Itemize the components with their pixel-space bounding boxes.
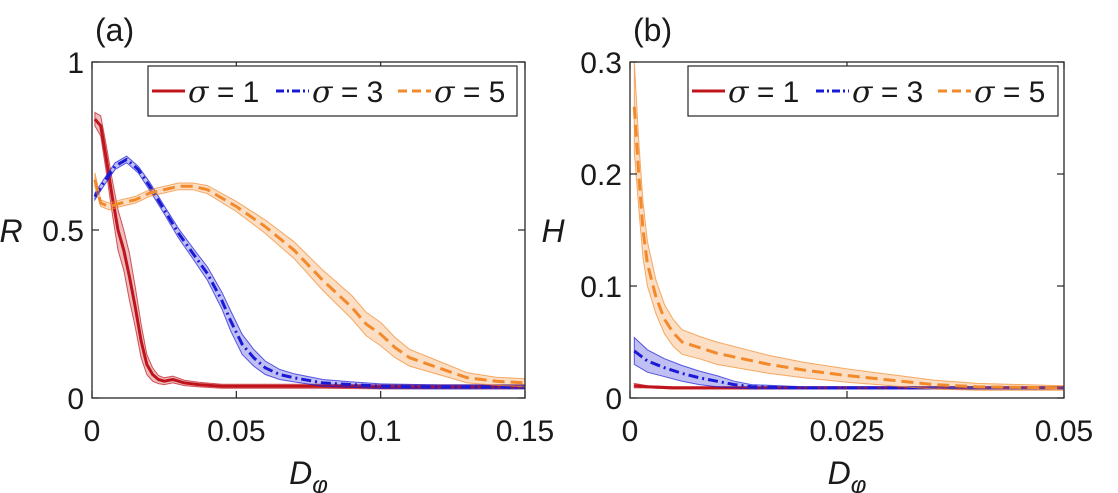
legend-box (147, 65, 518, 117)
series-band-sigma-3 (94, 155, 525, 390)
legend-label-sigma-5: σ = 5 (434, 75, 505, 110)
x-axis-label-subscript: φ (851, 472, 867, 493)
x-tick-label: 0.05 (1035, 415, 1093, 448)
legend-sigma-value: = 3 (872, 76, 923, 109)
x-tick-label: 0.15 (496, 415, 554, 448)
x-axis-label-main: D (828, 455, 851, 491)
legend-sigma-value: = 5 (994, 76, 1045, 109)
series-line-sigma-1 (93, 118, 525, 389)
y-tick-label: 0.1 (580, 271, 622, 304)
series-band-sigma-3 (633, 336, 1064, 390)
legend-sigma-symbol: σ (434, 75, 456, 110)
y-axis-label: H (541, 213, 565, 249)
y-tick-label: 0.3 (580, 47, 622, 80)
y-tick-label: 0 (67, 383, 84, 416)
legend-sigma-symbol: σ (728, 75, 750, 110)
panel-label: (a) (95, 12, 134, 48)
x-axis-label: Dφ (828, 455, 867, 493)
panel-label: (b) (633, 12, 672, 48)
x-axis-label-main: D (289, 455, 312, 491)
series-band-sigma-5 (633, 62, 1064, 391)
x-tick-label: 0.05 (207, 415, 265, 448)
legend-sigma-symbol: σ (188, 75, 210, 110)
series-line-sigma-5 (632, 106, 1064, 390)
x-tick-label: 0 (622, 415, 639, 448)
legend-sigma-value: = 1 (748, 76, 799, 109)
y-tick-label: 0.2 (580, 159, 622, 192)
legend-sigma-value: = 1 (208, 76, 259, 109)
legend-sigma-symbol: σ (974, 75, 996, 110)
legend-sigma-value: = 5 (454, 76, 505, 109)
series-line-sigma-5 (93, 179, 525, 385)
legend-label-sigma-1: σ = 1 (728, 75, 799, 110)
legend-label-sigma-3: σ = 3 (312, 75, 383, 110)
legend-label-sigma-1: σ = 1 (188, 75, 259, 110)
legend-box (687, 65, 1059, 117)
x-tick-label: 0 (84, 415, 101, 448)
x-axis-label-subscript: φ (312, 472, 328, 493)
y-tick-label: 0.5 (42, 215, 84, 248)
x-tick-label: 0.1 (360, 415, 402, 448)
y-axis-label: R (0, 213, 23, 249)
legend-sigma-symbol: σ (312, 75, 334, 110)
series-band-sigma-5 (94, 172, 525, 388)
y-tick-label: 1 (67, 47, 84, 80)
x-axis-label: Dφ (289, 455, 328, 493)
legend-sigma-symbol: σ (852, 75, 874, 110)
series-group (632, 62, 1064, 391)
legend-sigma-value: = 3 (332, 76, 383, 109)
series-group (93, 111, 525, 390)
x-tick-label: 0.025 (809, 415, 884, 448)
y-tick-label: 0 (605, 383, 622, 416)
series-band-sigma-1 (94, 111, 525, 390)
legend-label-sigma-3: σ = 3 (852, 75, 923, 110)
legend-label-sigma-5: σ = 5 (974, 75, 1045, 110)
